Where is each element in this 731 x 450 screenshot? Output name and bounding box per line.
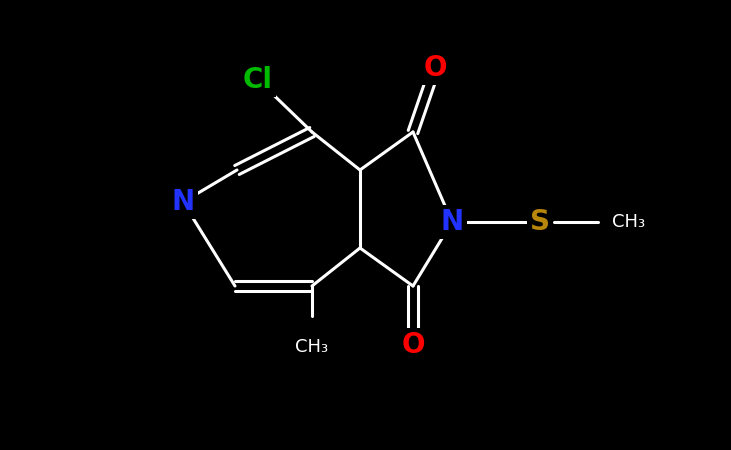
Text: N: N: [441, 208, 463, 236]
Text: Cl: Cl: [243, 66, 273, 94]
Text: CH₃: CH₃: [295, 338, 328, 356]
Text: O: O: [401, 331, 425, 359]
Text: S: S: [530, 208, 550, 236]
Text: N: N: [172, 188, 194, 216]
Text: CH₃: CH₃: [612, 213, 645, 231]
Text: O: O: [423, 54, 447, 82]
